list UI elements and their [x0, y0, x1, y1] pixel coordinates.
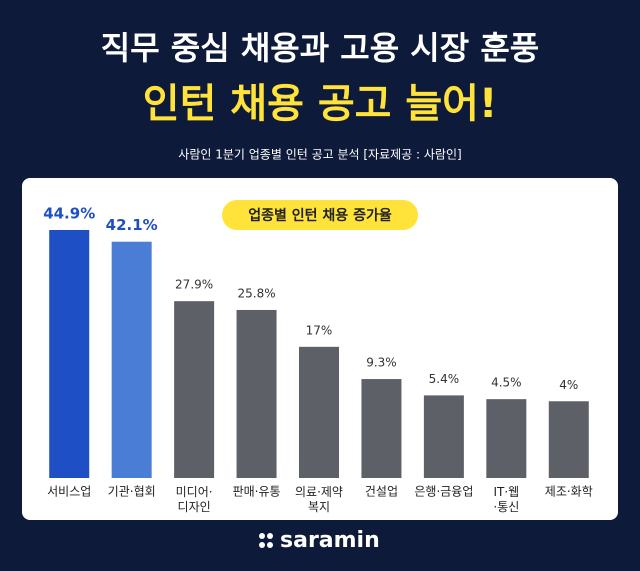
value-label: 25.8% — [237, 286, 275, 300]
value-label: 5.4% — [429, 372, 460, 386]
x-tick-label: 의료·제약 복지 — [295, 484, 343, 514]
value-label: 4.5% — [491, 376, 522, 390]
value-label: 42.1% — [106, 216, 158, 234]
value-label: 9.3% — [366, 356, 397, 370]
bar — [486, 399, 527, 478]
x-tick-label: 서비스업 — [47, 485, 91, 499]
label-pill — [222, 200, 418, 230]
bar — [49, 230, 90, 478]
headline: 인턴 채용 공고 늘어! — [143, 81, 497, 127]
chart-label: 업종별 인턴 채용 증가율 — [248, 207, 392, 224]
x-tick-label: 건설업 — [365, 485, 398, 499]
value-label: 27.9% — [175, 278, 213, 292]
bar — [111, 241, 152, 478]
bar — [548, 401, 589, 478]
bar — [423, 395, 464, 478]
x-tick-label: 기관·협회 — [108, 485, 156, 499]
title: 직무 중심 채용과 고용 시장 훈풍 — [101, 29, 539, 67]
bar — [236, 309, 277, 478]
subtitle: 사람인 1분기 업종별 인턴 공고 분석 [자료제공 : 사람인] — [178, 148, 461, 162]
bar — [361, 379, 402, 478]
bar — [174, 301, 215, 478]
value-label: 44.9% — [43, 205, 95, 223]
logo-icon — [259, 533, 273, 548]
x-tick-label: IT·웹 ·통신 — [493, 485, 519, 514]
x-tick-label: 판매·유통 — [233, 485, 281, 499]
value-label: 4% — [559, 378, 578, 392]
x-tick-label: 제조·화학 — [545, 485, 593, 499]
x-tick-label: 미디어· 디자인 — [176, 485, 213, 514]
x-tick-label: 은행·금융업 — [414, 484, 473, 499]
bar — [299, 346, 339, 478]
value-label: 17% — [306, 323, 333, 337]
brand: saramin — [280, 528, 380, 553]
